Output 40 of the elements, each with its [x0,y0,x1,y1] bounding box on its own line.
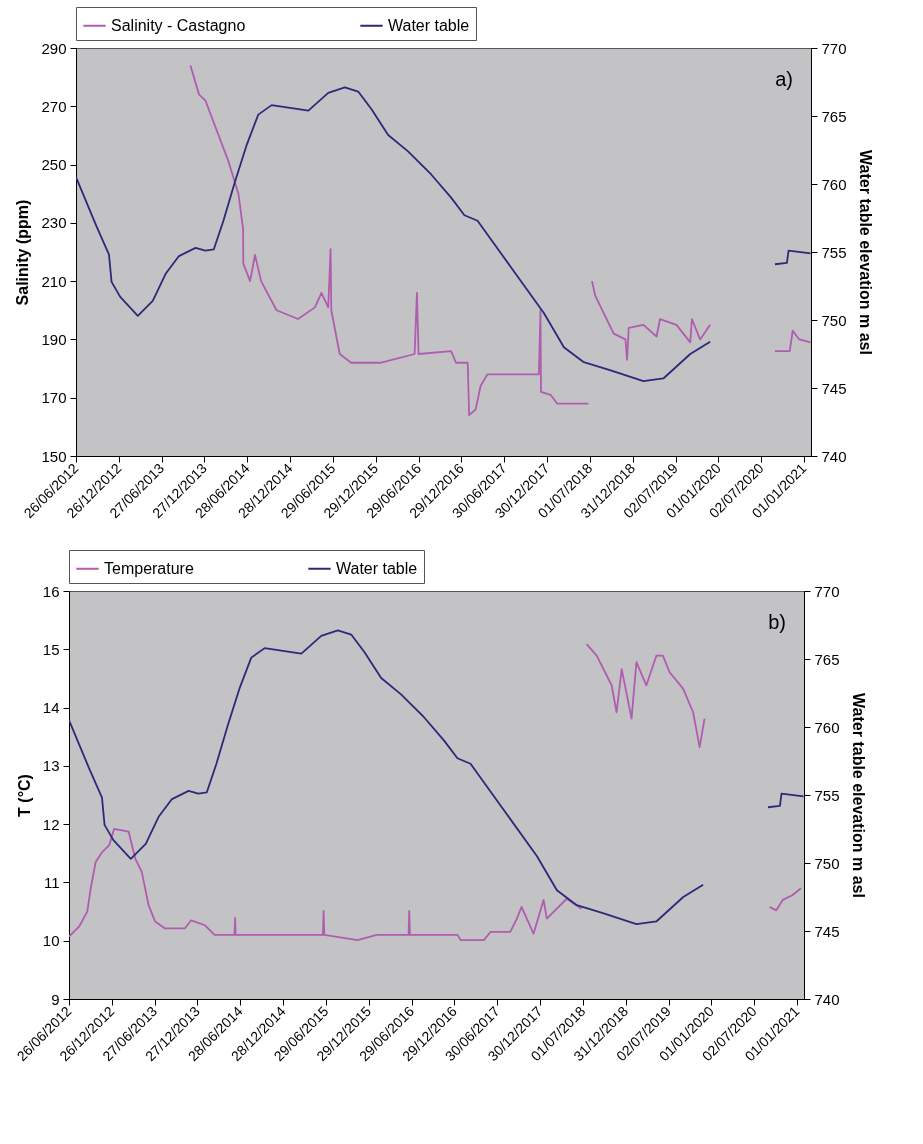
y-tick-label: 270 [41,97,67,115]
y2-tick-label: 740 [814,990,840,1008]
y2-tick-label: 770 [814,582,840,600]
y2-tick-label: 745 [814,922,840,940]
y-tick-label: 290 [41,39,67,57]
y-tick-label: 12 [42,815,60,833]
y2-axis-title: Water table elevation m asl [849,693,867,898]
y2-tick-label: 765 [814,650,840,668]
y-tick-label: 14 [42,699,60,717]
y-tick-label: 150 [41,447,67,465]
y-tick-label: 15 [42,640,60,658]
y2-axis-title: Water table elevation m asl [856,150,874,355]
annotation: b) [768,611,786,633]
y-axis-title: Salinity (ppm) [14,199,32,306]
y-tick-label: 13 [42,757,60,775]
legend-label: Water table [336,559,418,577]
y2-tick-label: 760 [814,718,840,736]
y-tick-label: 16 [42,582,60,600]
y2-tick-label: 750 [814,854,840,872]
y-tick-label: 10 [42,932,60,950]
y-tick-label: 210 [41,272,67,290]
y-tick-label: 170 [41,389,67,407]
y-tick-label: 250 [41,156,67,174]
y2-tick-label: 770 [821,39,847,57]
y-axis-title: T (°C) [15,774,33,817]
y2-tick-label: 755 [814,786,840,804]
annotation: a) [775,68,793,90]
y-tick-label: 190 [41,330,67,348]
y-tick-label: 230 [41,214,67,232]
y2-tick-label: 755 [821,243,847,261]
legend-label: Salinity - Castagno [111,16,246,34]
legend-label: Temperature [104,559,194,577]
y2-tick-label: 750 [821,311,847,329]
y2-tick-label: 745 [821,379,847,397]
y2-tick-label: 740 [821,447,847,465]
y-tick-label: 11 [43,873,60,891]
y2-tick-label: 760 [821,175,847,193]
legend-label: Water table [388,16,470,34]
y2-tick-label: 765 [821,107,847,125]
y-tick-label: 9 [51,990,60,1008]
